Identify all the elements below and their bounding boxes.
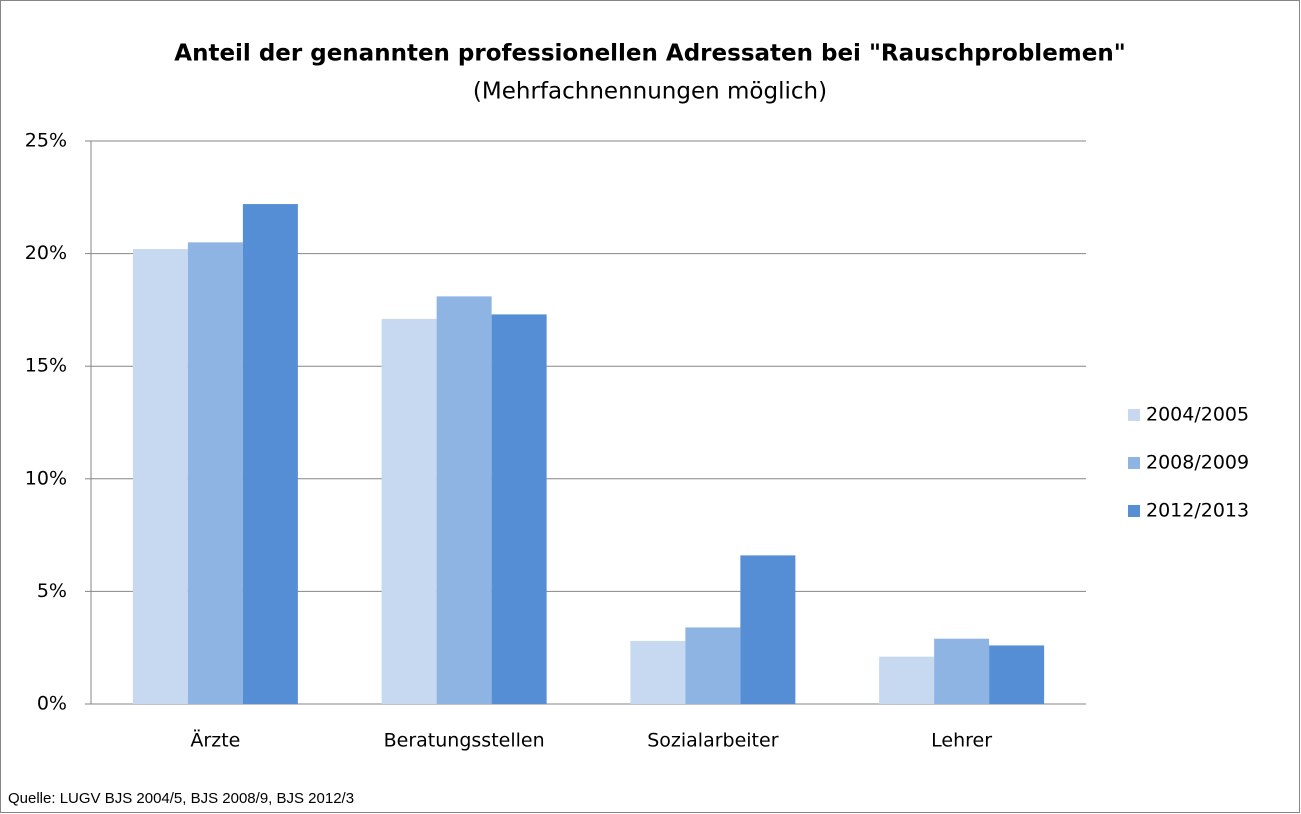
x-tick-label: Lehrer [931,730,992,752]
bar [934,638,990,704]
chart-title: Anteil der genannten professionellen Adr… [174,41,1125,67]
y-tick-label: 5% [37,580,67,602]
bar [242,204,298,704]
source-note: Quelle: LUGV BJS 2004/5, BJS 2008/9, BJS… [8,790,354,807]
legend-label: 2004/2005 [1146,404,1249,426]
legend-label: 2012/2013 [1146,500,1249,522]
y-tick-label: 25% [25,130,67,152]
bar [879,656,935,704]
y-tick-label: 15% [25,355,67,377]
bar [740,555,796,704]
legend-label: 2008/2009 [1146,452,1249,474]
bar [381,318,437,704]
y-tick-label: 0% [37,693,67,715]
legend-swatch [1128,505,1140,517]
bar [685,627,741,704]
bar [187,242,243,704]
bar [132,249,188,704]
y-tick-label: 10% [25,467,67,489]
bar [491,314,547,704]
x-tick-label: Ärzte [190,729,240,752]
x-tick-label: Sozialarbeiter [647,730,778,752]
bar [436,296,492,704]
x-tick-label: Beratungsstellen [384,730,545,752]
bar [989,645,1045,704]
legend-swatch [1128,457,1140,469]
legend-swatch [1128,409,1140,421]
y-tick-label: 20% [25,242,67,264]
bar [630,640,686,704]
chart-subtitle: (Mehrfachnennungen möglich) [473,79,827,105]
